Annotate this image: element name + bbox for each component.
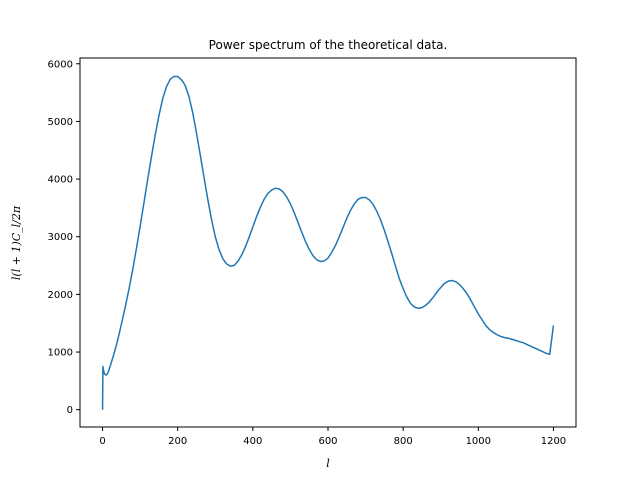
x-axis-ticks: 0 200 400 600 800 1000 1200 bbox=[99, 427, 566, 447]
plot-area-background bbox=[80, 58, 576, 427]
y-tick-label: 3000 bbox=[48, 232, 73, 243]
x-tick-label: 200 bbox=[168, 436, 187, 447]
x-tick-label: 1000 bbox=[466, 436, 491, 447]
y-tick-label: 0 bbox=[67, 405, 73, 416]
series-layer bbox=[101, 75, 555, 410]
series-line-0 bbox=[101, 75, 555, 410]
y-tick-label: 2000 bbox=[48, 290, 73, 301]
y-tick-label: 5000 bbox=[48, 117, 73, 128]
x-axis-label: l bbox=[326, 457, 330, 470]
y-tick-label: 4000 bbox=[48, 175, 73, 186]
plot-frame bbox=[79, 57, 577, 428]
y-axis-label: l(l + 1)C_l/2π bbox=[10, 205, 23, 280]
x-tick-label: 400 bbox=[243, 436, 262, 447]
y-axis-ticks: 0 1000 2000 3000 4000 5000 6000 bbox=[48, 59, 80, 416]
x-tick-label: 1200 bbox=[541, 436, 566, 447]
x-tick-label: 800 bbox=[394, 436, 413, 447]
x-tick-label: 0 bbox=[99, 436, 105, 447]
x-tick-label: 600 bbox=[318, 436, 337, 447]
y-tick-label: 1000 bbox=[48, 348, 73, 359]
chart-title: Power spectrum of the theoretical data. bbox=[209, 38, 448, 52]
y-tick-label: 6000 bbox=[48, 59, 73, 70]
